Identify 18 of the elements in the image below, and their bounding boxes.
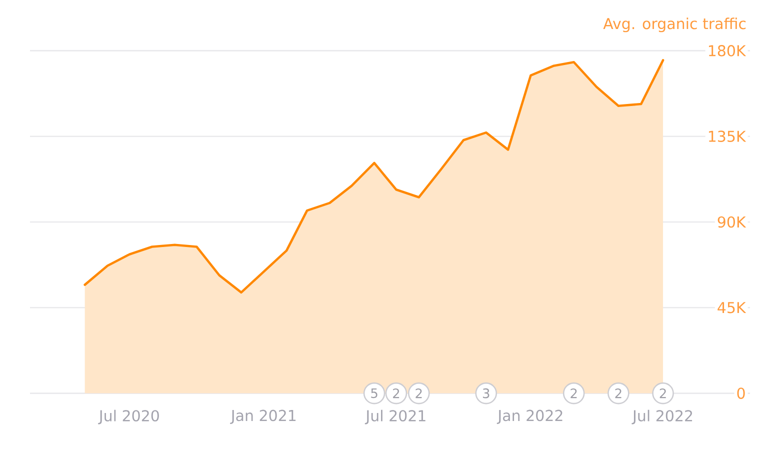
- y-tick-label: 90K: [718, 216, 746, 228]
- annotation: 5: [371, 388, 378, 398]
- x-tick-label: Jul 2020: [98, 410, 159, 424]
- annotation: 2: [393, 388, 400, 398]
- annotation: 2: [615, 388, 622, 398]
- x-tick-label: Jan 2022: [496, 410, 562, 424]
- annotation: 2: [660, 388, 666, 398]
- y-tick-label: 135K: [708, 130, 746, 142]
- x-tick-label: Jan 2021: [230, 410, 296, 424]
- annotation: 2: [416, 388, 422, 398]
- y-tick-label: 45K: [718, 302, 746, 314]
- y-tick-label: 180K: [708, 45, 746, 56]
- y-axis-title: Avg. organic traffic: [603, 18, 746, 32]
- x-tick-label: Jul 2022: [632, 410, 692, 424]
- annotation: 2: [570, 388, 577, 398]
- y-tick-label: 0: [737, 388, 745, 399]
- x-tick-label: Jul 2021: [364, 410, 426, 424]
- annotation: 3: [482, 388, 490, 398]
